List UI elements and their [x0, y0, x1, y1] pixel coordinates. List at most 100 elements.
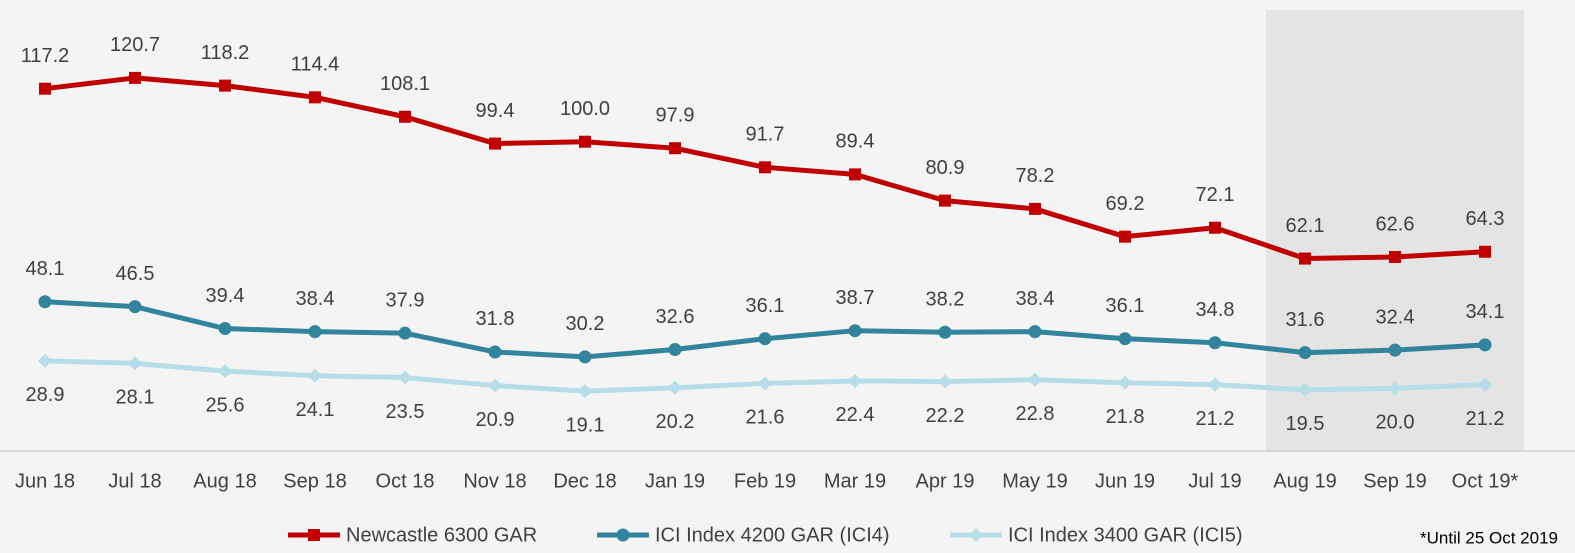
marker: [849, 168, 861, 181]
legend-marker: [308, 529, 320, 541]
legend-label: ICI Index 3400 GAR (ICI5): [1008, 524, 1243, 546]
marker: [1118, 332, 1132, 346]
series: 48.1 46.5 39.4 38.4 37.9 31.8 30.2 32.6 36.1 38.7…: [26, 258, 1505, 364]
data-label: 22.2: [926, 405, 965, 427]
highlight-band: [1266, 10, 1524, 452]
legend-marker: [969, 528, 983, 542]
data-label: 21.8: [1106, 406, 1145, 428]
data-label: 80.9: [926, 157, 965, 179]
x-tick-label: Jul 19: [1188, 470, 1241, 492]
x-tick-label: May 19: [1002, 470, 1068, 492]
data-label: 22.4: [836, 404, 875, 426]
data-label: 62.6: [1376, 213, 1415, 235]
x-tick-label: Oct 19*: [1452, 470, 1519, 492]
data-label: 28.9: [26, 384, 65, 406]
data-label: 38.4: [296, 288, 335, 310]
marker: [1478, 377, 1492, 392]
legend-item: ICI Index 4200 GAR (ICI4): [597, 524, 890, 546]
marker: [38, 353, 52, 368]
x-tick-label: Jun 19: [1095, 470, 1155, 492]
marker: [668, 343, 682, 357]
data-label: 36.1: [1106, 295, 1145, 317]
data-label: 36.1: [746, 295, 785, 317]
x-tick-label: Sep 18: [283, 470, 346, 492]
data-label: 118.2: [201, 42, 250, 64]
legend-item: ICI Index 3400 GAR (ICI5): [950, 524, 1243, 546]
data-label: 20.0: [1376, 412, 1415, 434]
x-tick-label: Feb 19: [734, 470, 796, 492]
data-label: 64.3: [1466, 208, 1505, 230]
data-label: 37.9: [386, 289, 425, 311]
x-tick-label: Nov 18: [463, 470, 526, 492]
data-label: 89.4: [836, 131, 875, 153]
data-label: 38.2: [926, 289, 965, 311]
data-label: 19.5: [1286, 413, 1325, 435]
series: 28.9 28.1 25.6 24.1 23.5 20.9 19.1 20.2 21.6 22.4…: [26, 353, 1504, 436]
marker: [488, 345, 502, 359]
marker: [219, 79, 231, 92]
marker: [308, 325, 322, 339]
marker: [128, 300, 142, 314]
x-tick-label: Aug 19: [1273, 470, 1336, 492]
data-label: 117.2: [21, 45, 70, 67]
data-label: 62.1: [1286, 215, 1325, 237]
marker: [1478, 338, 1492, 352]
marker: [218, 364, 232, 379]
x-tick-label: Jul 18: [108, 470, 161, 492]
marker: [398, 370, 412, 385]
data-label: 97.9: [656, 104, 695, 126]
marker: [128, 356, 142, 371]
marker: [308, 368, 322, 383]
data-label: 48.1: [26, 258, 65, 280]
data-label: 69.2: [1106, 193, 1145, 215]
data-label: 31.8: [476, 308, 515, 330]
marker: [848, 373, 862, 388]
marker: [489, 137, 501, 150]
data-label: 108.1: [380, 73, 430, 95]
data-label: 114.4: [291, 54, 340, 76]
marker: [938, 374, 952, 389]
marker: [758, 376, 772, 391]
x-tick-label: Oct 18: [376, 470, 435, 492]
marker: [309, 91, 321, 104]
x-tick-label: Jan 19: [645, 470, 705, 492]
data-label: 20.9: [476, 409, 515, 431]
marker: [1479, 245, 1491, 258]
data-label: 32.6: [656, 306, 695, 328]
data-label: 39.4: [206, 285, 245, 307]
marker: [39, 82, 51, 95]
legend-label: ICI Index 4200 GAR (ICI4): [655, 524, 890, 546]
x-tick-label: Dec 18: [553, 470, 616, 492]
marker: [938, 325, 952, 339]
marker: [939, 194, 951, 207]
legend-label: Newcastle 6300 GAR: [346, 524, 537, 546]
marker: [1208, 336, 1222, 350]
series: 117.2 120.7 118.2 114.4 108.1 99.4 100.0 97.9 91…: [21, 34, 1505, 265]
data-label: 21.2: [1196, 408, 1235, 430]
footnote: *Until 25 Oct 2019: [1420, 528, 1558, 547]
data-label: 34.8: [1196, 299, 1235, 321]
marker: [1029, 202, 1041, 215]
data-label: 22.8: [1016, 403, 1055, 425]
data-label: 25.6: [206, 394, 245, 416]
marker: [399, 110, 411, 123]
marker: [758, 332, 772, 346]
marker: [759, 161, 771, 174]
x-tick-label: Apr 19: [916, 470, 975, 492]
data-label: 24.1: [296, 399, 335, 421]
marker: [488, 378, 502, 393]
marker: [1119, 230, 1131, 243]
marker: [1298, 382, 1312, 397]
legend-item: Newcastle 6300 GAR: [288, 524, 537, 546]
x-tick-label: Mar 19: [824, 470, 886, 492]
data-label: 28.1: [116, 387, 155, 409]
data-label: 78.2: [1016, 165, 1055, 187]
data-label: 20.2: [656, 411, 695, 433]
data-label: 34.1: [1466, 301, 1505, 323]
legend-marker: [616, 528, 630, 542]
marker: [38, 295, 52, 309]
marker: [578, 350, 592, 364]
data-label: 91.7: [746, 124, 785, 146]
data-label: 38.4: [1016, 288, 1055, 310]
